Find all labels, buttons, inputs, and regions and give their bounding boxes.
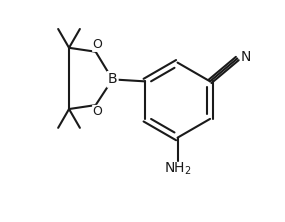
Text: N: N [241, 50, 251, 63]
Text: O: O [93, 38, 103, 51]
Text: B: B [108, 72, 117, 86]
Text: NH$_2$: NH$_2$ [164, 161, 192, 177]
Text: O: O [93, 105, 103, 119]
